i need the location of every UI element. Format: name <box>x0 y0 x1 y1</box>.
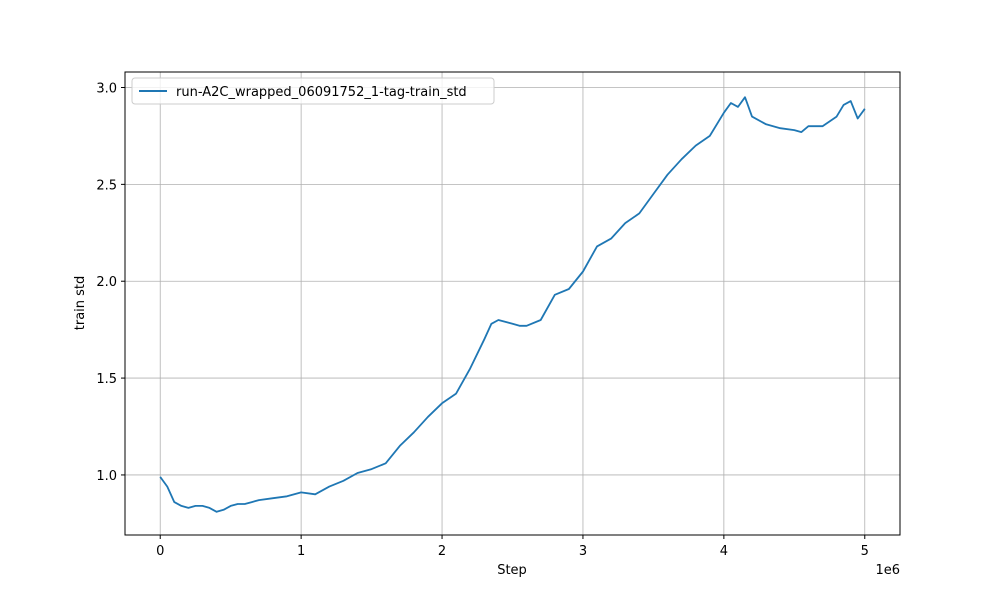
y-axis: 1.0 1.5 2.0 2.5 3.0 <box>96 81 125 484</box>
x-axis-label: Step <box>497 563 527 578</box>
y-tick-label: 1.5 <box>96 372 117 387</box>
legend-series-label: run-A2C_wrapped_06091752_1-tag-train_std <box>176 85 467 100</box>
x-tick-label: 5 <box>861 544 869 559</box>
series-line <box>159 96 866 513</box>
x-tick-label: 2 <box>438 544 446 559</box>
y-tick-label: 2.0 <box>96 275 117 290</box>
legend-box <box>131 77 495 105</box>
y-axis-label: train std <box>73 276 88 331</box>
y-tick-label: 1.0 <box>96 469 117 484</box>
grid <box>125 72 900 535</box>
x-axis-offset-label: 1e6 <box>875 563 900 578</box>
x-tick-label: 0 <box>156 544 164 559</box>
y-tick-label: 2.5 <box>96 178 117 193</box>
x-tick-label: 4 <box>720 544 728 559</box>
series-layer <box>159 96 866 513</box>
x-tick-label: 3 <box>579 544 587 559</box>
x-tick-label: 1 <box>297 544 305 559</box>
y-tick-label: 3.0 <box>96 81 117 96</box>
x-axis: 0 1 2 3 4 5 <box>156 535 869 559</box>
legend: run-A2C_wrapped_06091752_1-tag-train_std <box>131 77 495 105</box>
plot-frame <box>124 71 901 536</box>
